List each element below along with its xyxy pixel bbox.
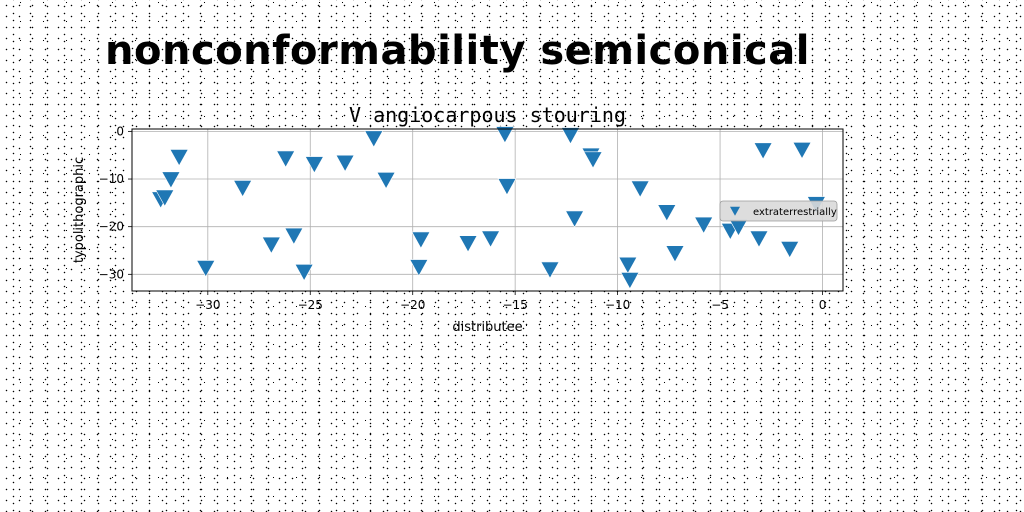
legend-marker [730,206,740,216]
data-point [284,227,304,245]
data-point [155,189,175,207]
data-point [276,150,296,168]
data-point [458,235,478,253]
data-point [540,261,560,279]
x-tick-label: −5 [711,298,729,312]
legend-box [719,200,838,222]
x-tick-label: −20 [400,298,425,312]
data-point [497,178,517,196]
data-point [161,171,181,189]
data-point [780,241,800,259]
data-point [261,236,281,254]
y-tick-label: −10 [99,172,124,186]
y-tick-label: −20 [99,220,124,234]
data-point [409,259,429,277]
x-tick-label: −15 [502,298,527,312]
y-tick-label: 0 [116,124,124,138]
data-point [376,172,396,190]
data-point [657,204,677,222]
data-point [620,272,640,290]
x-tick-label: −10 [605,298,630,312]
data-point [630,180,650,198]
x-axis-label: distributee [452,320,522,335]
data-point [196,260,216,278]
data-point [481,230,501,248]
data-point [583,151,603,169]
x-tick-label: −25 [298,298,323,312]
data-point [335,154,355,172]
data-point [753,142,773,160]
legend-label: extraterrestrially [753,207,837,218]
chart-title: V angiocarpous stouring [349,103,626,127]
y-axis-label: typolithographic [72,157,87,263]
data-point [233,180,253,198]
data-point [792,142,812,160]
data-point [665,245,685,263]
data-point [304,156,324,174]
data-point [411,231,431,249]
plot-frame [131,128,844,292]
y-tick-label: −30 [99,267,124,281]
data-point [749,230,769,248]
x-tick-label: 0 [819,298,827,312]
data-point [294,263,314,282]
data-point [364,130,384,148]
data-point [565,210,585,228]
data-point [495,126,515,144]
x-tick-label: −30 [195,298,220,312]
page-heading: nonconformability semiconical [105,28,810,74]
data-point [169,149,189,167]
data-point [560,127,580,145]
data-point [694,216,714,234]
data-point [618,256,638,274]
